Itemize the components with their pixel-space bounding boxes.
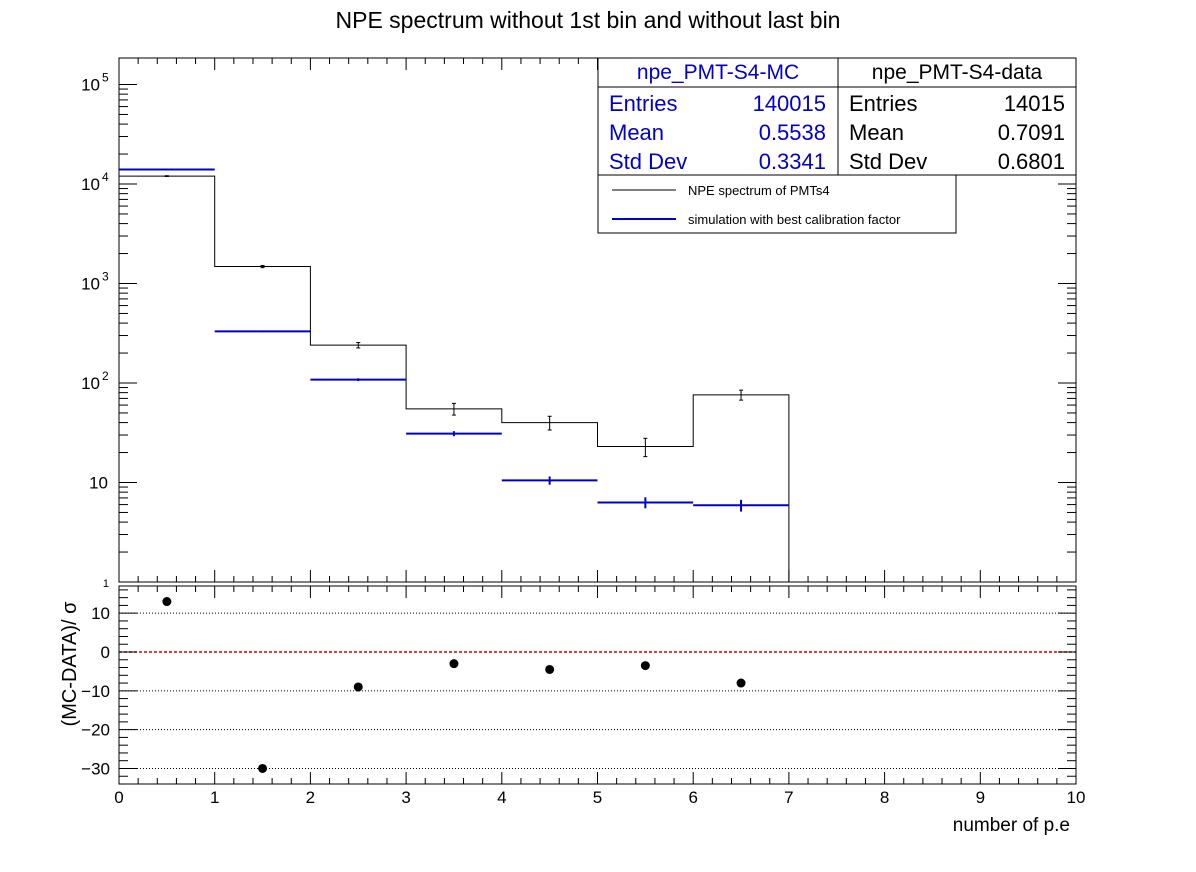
residual-y-tick-label: −10 [81,682,110,701]
spectrum-histograms [119,168,790,582]
y-tick-label: 1 [103,578,109,590]
stats-data-entries-label: Entries [849,91,917,116]
stats-data-entries-value: 14015 [1004,91,1065,116]
residual-point [449,659,459,669]
stats-data-mean-label: Mean [849,120,904,145]
y-tick-label-exponent: 3 [102,270,109,284]
x-tick-label: 1 [210,788,219,807]
x-tick-label: 6 [688,788,697,807]
residual-point [258,763,268,773]
residual-points [162,597,746,773]
residual-y-tick-label: −30 [81,759,110,778]
x-tick-label: 2 [306,788,315,807]
y-tick-label-exponent: 2 [102,369,109,383]
residual-plot-frame [118,585,1077,785]
x-tick-label: 3 [401,788,410,807]
chart-title: NPE spectrum without 1st bin and without… [336,7,841,33]
x-tick-label: 9 [976,788,985,807]
residual-point [545,664,555,674]
stats-mc-mean-label: Mean [609,120,664,145]
stats-data-name: npe_PMT-S4-data [872,61,1043,84]
x-tick-label: 7 [784,788,793,807]
stats-mc-name: npe_PMT-S4-MC [637,61,799,84]
y-tick-label: 10 [81,374,100,393]
x-tick-label: 10 [1067,788,1086,807]
residual-point [353,682,363,692]
x-tick-label: 4 [497,788,506,807]
stats-box-data: npe_PMT-S4-data Entries 14015 Mean 0.709… [837,57,1077,176]
x-axis-label: number of p.e [953,815,1070,836]
data-histogram-line [119,175,790,582]
y-tick-label: 10 [81,275,100,294]
residual-y-axis-label: (MC-DATA)/ σ [59,601,81,727]
residual-point [162,597,172,607]
residual-point [640,661,650,671]
legend-label-data: NPE spectrum of PMTs4 [688,183,830,198]
residual-y-tick-label: 10 [91,604,110,623]
stats-data-stddev-value: 0.6801 [998,149,1065,174]
y-tick-label: 10 [81,76,100,95]
residual-y-tick-label: 0 [101,643,110,662]
y-tick-label: 10 [81,175,100,194]
x-tick-label: 0 [114,788,123,807]
stats-box-mc: npe_PMT-S4-MC Entries 140015 Mean 0.5538… [597,57,839,176]
y-tick-label-exponent: 5 [102,71,109,85]
stats-mc-mean-value: 0.5538 [759,120,826,145]
residual-axis-ticks [118,586,1077,785]
residual-y-tick-label: −20 [81,721,110,740]
stats-data-stddev-label: Std Dev [849,149,927,174]
residual-point [736,678,746,688]
stats-data-mean-value: 0.7091 [998,120,1065,145]
residual-gridlines [119,612,1076,769]
stats-mc-entries-value: 140015 [753,91,826,116]
x-tick-label: 8 [880,788,889,807]
stats-mc-stddev-label: Std Dev [609,149,687,174]
y-tick-label: 10 [89,474,108,493]
stats-mc-entries-label: Entries [609,91,677,116]
legend-label-mc: simulation with best calibration factor [688,212,901,227]
spectrum-axis-ticks [118,58,1077,583]
legend: NPE spectrum of PMTs4 simulation with be… [597,174,957,234]
x-tick-label: 5 [593,788,602,807]
residual-tick-labels: 100−10−20−300 1 2 3 4 5 6 7 8 9 10 [81,604,1085,807]
y-tick-label-exponent: 4 [102,170,109,184]
stats-mc-stddev-value: 0.3341 [759,149,826,174]
